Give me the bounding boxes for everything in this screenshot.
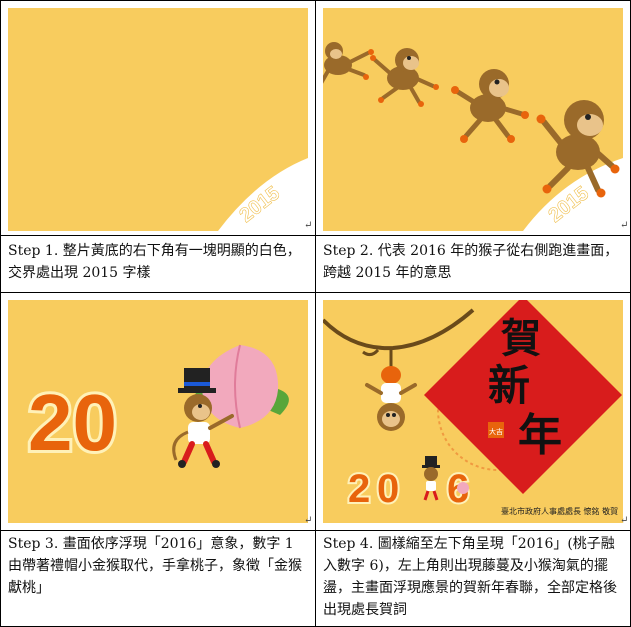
step1-caption: Step 1. 整片黃底的右下角有一塊明顯的白色，交界處出現 2015 字樣 (8, 243, 301, 281)
year-digit-2: 2 (348, 467, 370, 511)
return-mark: ↵ (304, 220, 313, 231)
monkey-1 (323, 42, 374, 84)
hanging-monkey (365, 350, 417, 431)
step2-caption: Step 2. 代表 2016 年的猴子從右側跑進畫面，跨越 2015 年的意思 (323, 243, 619, 281)
greeting-char-1: 賀 (501, 315, 541, 362)
monkey-3 (451, 69, 529, 143)
greeting-char-2: 新 (488, 361, 530, 410)
greeting-char-3: 年 (518, 410, 562, 461)
step2-image: 2015 (323, 8, 623, 231)
return-mark: ↵ (620, 220, 629, 231)
year-digit-0: 0 (377, 467, 399, 511)
return-mark: ↵ (620, 515, 629, 526)
credit-text: 臺北市政府人事處處長 懷銘 敬賀 (501, 506, 618, 516)
number-20-text: 20 (28, 378, 117, 467)
small-monkey (422, 456, 440, 501)
table-column-divider (315, 0, 316, 627)
step4-image: 賀 新 年 大吉 2 0 6 臺北市政府人事處處長 懷銘 敬賀 (323, 300, 623, 523)
seal-text: 大吉 (489, 427, 503, 436)
return-mark: ↵ (304, 515, 313, 526)
step1-image: 2015 (8, 8, 308, 231)
monkey-2 (370, 48, 439, 107)
table-border-left (0, 0, 1, 627)
step3-caption: Step 3. 畫面依序浮現「2016」意象，數字 1 由帶著禮帽小金猴取代，手… (8, 536, 302, 596)
peach-in-six-icon (457, 482, 469, 494)
white-corner-shape (218, 158, 308, 231)
vine (323, 308, 475, 351)
step4-caption: Step 4. 圖樣縮至左下角呈現「2016」(桃子融入數字 6)，左上角則出現… (323, 536, 617, 618)
step3-image: 20 (8, 300, 308, 523)
golden-monkey (172, 368, 234, 468)
red-seal (488, 422, 504, 438)
monkey-4 (536, 100, 620, 198)
